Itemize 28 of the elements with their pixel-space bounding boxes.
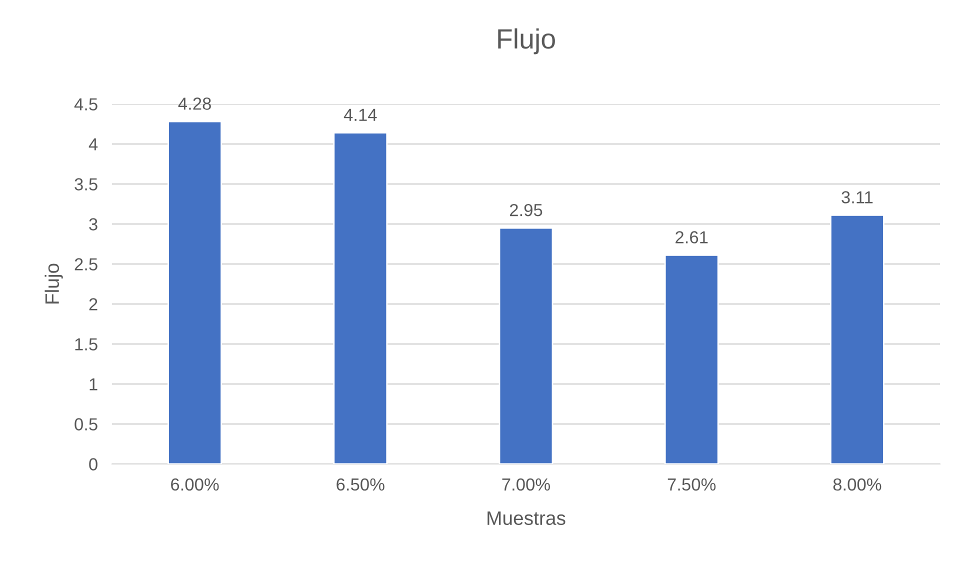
bar <box>168 120 222 464</box>
y-tick-label: 0.5 <box>74 418 98 430</box>
y-tick-label: 2 <box>89 298 98 310</box>
bar <box>664 254 719 464</box>
y-axis-title: Flujo <box>44 264 63 304</box>
y-tick-label: 4.5 <box>74 98 98 110</box>
x-tick-label: 8.00% <box>833 478 882 491</box>
y-tick-label: 1 <box>90 378 98 390</box>
x-tick-label: 6.50% <box>336 478 384 491</box>
bar <box>830 214 884 464</box>
y-tick-label: 3.5 <box>74 178 98 190</box>
chart-title: Flujo <box>498 28 555 54</box>
data-label: 4.14 <box>344 108 377 121</box>
data-label: 2.61 <box>676 231 708 244</box>
data-label: 3.11 <box>842 191 873 204</box>
bar <box>333 132 388 464</box>
x-tick-label: 6.00% <box>171 478 219 491</box>
x-tick-label: 7.00% <box>502 478 550 491</box>
x-tick-label: 7.50% <box>668 478 716 491</box>
bar <box>498 227 554 464</box>
y-tick-label: 3 <box>89 218 98 230</box>
y-tick-label: 4 <box>88 138 98 150</box>
data-label: 4.28 <box>178 98 211 110</box>
y-tick-label: 0 <box>89 458 98 470</box>
x-axis-title: Muestras <box>488 511 566 526</box>
data-label: 2.95 <box>510 204 542 216</box>
y-tick-label: 1.5 <box>75 338 98 350</box>
y-tick-label: 2.5 <box>74 258 98 270</box>
